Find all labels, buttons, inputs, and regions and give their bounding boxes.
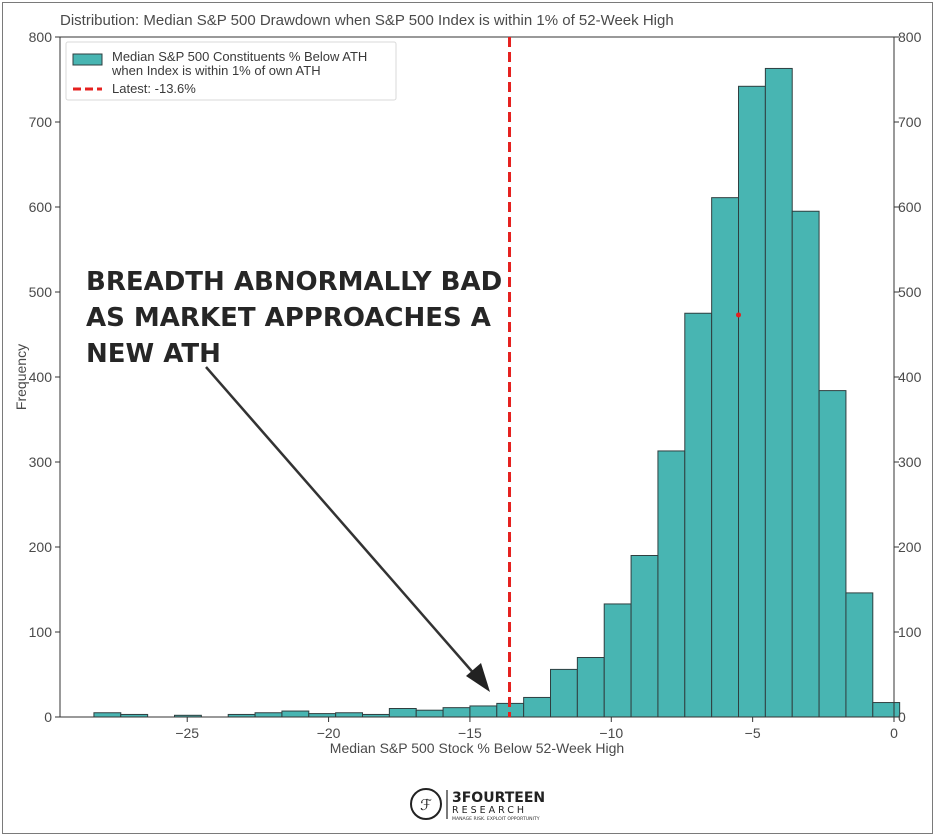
x-tick-label: −5 (745, 725, 761, 741)
histogram-bar (764, 67, 793, 718)
x-tick-label: −15 (458, 725, 482, 741)
histogram-bar (576, 657, 605, 718)
legend-series-label-line1: Median S&P 500 Constituents % Below ATH (112, 49, 367, 64)
histogram-bar (550, 668, 578, 718)
y-tick-label-right: 400 (898, 369, 922, 385)
y-tick-label-left: 300 (29, 454, 53, 470)
legend-series-swatch (72, 53, 103, 66)
histogram-bar (388, 708, 417, 718)
y-tick-label-right: 100 (898, 624, 922, 640)
histogram-bar (818, 390, 847, 718)
y-tick-label-left: 700 (29, 114, 53, 130)
y-tick-label-left: 400 (29, 369, 53, 385)
brand-name: 3FOURTEEN (452, 790, 545, 806)
annotation-arrow-head (466, 663, 490, 692)
annotation-line-3: NEW ATH (86, 339, 221, 369)
legend-latest-label: Latest: -13.6% (112, 81, 196, 96)
brand-tagline: MANAGE RISK. EXPLOIT OPPORTUNITY (452, 816, 540, 822)
brand-subtitle: RESEARCH (452, 805, 527, 816)
y-tick-label-right: 500 (898, 284, 922, 300)
logo-circle-icon (410, 788, 442, 820)
histogram-bar (684, 312, 713, 718)
histogram-bar (523, 696, 552, 718)
histogram-bar (657, 450, 686, 718)
x-tick-label: −25 (175, 725, 199, 741)
chart-title: Distribution: Median S&P 500 Drawdown wh… (60, 12, 674, 29)
y-tick-label-left: 0 (44, 709, 52, 725)
legend: Median S&P 500 Constituents % Below ATH … (65, 41, 397, 101)
histogram-bar (415, 709, 444, 718)
highlight-dot (736, 312, 742, 318)
y-tick-label-left: 800 (29, 29, 53, 45)
x-tick-label: −20 (317, 725, 341, 741)
x-tick-label: −10 (599, 725, 623, 741)
histogram-bar (738, 85, 766, 718)
logo-glyph-icon: ℱ (420, 796, 432, 814)
histogram-bar (630, 555, 659, 718)
y-tick-label-right: 300 (898, 454, 922, 470)
y-tick-label-right: 700 (898, 114, 922, 130)
y-tick-label-left: 200 (29, 539, 53, 555)
y-tick-label-right: 0 (898, 709, 906, 725)
histogram-bar (442, 707, 471, 718)
annotation: BREADTH ABNORMALLY BAD AS MARKET APPROAC… (86, 267, 502, 692)
histogram-bar (791, 210, 820, 718)
annotation-line-2: AS MARKET APPROACHES A (86, 303, 491, 333)
histogram-bar (845, 592, 874, 718)
histogram-bar (308, 713, 337, 718)
y-tick-label-right: 800 (898, 29, 922, 45)
y-tick-label-left: 100 (29, 624, 53, 640)
histogram-bar (281, 710, 310, 718)
y-tick-label-right: 200 (898, 539, 922, 555)
y-tick-label-left: 600 (29, 199, 53, 215)
histogram-bar (335, 712, 364, 718)
annotation-line-1: BREADTH ABNORMALLY BAD (86, 267, 502, 297)
histogram-bar (603, 603, 632, 718)
y-tick-label-right: 600 (898, 199, 922, 215)
histogram-bar (93, 712, 122, 718)
histogram-bar (872, 702, 901, 718)
y-tick-label-left: 500 (29, 284, 53, 300)
annotation-arrow-shaft (205, 366, 477, 677)
legend-box (65, 41, 397, 101)
histogram-bar (711, 197, 740, 718)
x-tick-label: 0 (890, 725, 898, 741)
x-axis-label: Median S&P 500 Stock % Below 52-Week Hig… (330, 740, 624, 756)
bars-group (93, 67, 901, 718)
y-axis-label: Frequency (13, 344, 29, 410)
histogram-bar (254, 712, 283, 718)
histogram-bar (469, 705, 498, 718)
legend-series-label-line2: when Index is within 1% of own ATH (111, 63, 321, 78)
brand-logo: ℱ 3FOURTEEN RESEARCH MANAGE RISK. EXPLOI… (410, 788, 545, 822)
